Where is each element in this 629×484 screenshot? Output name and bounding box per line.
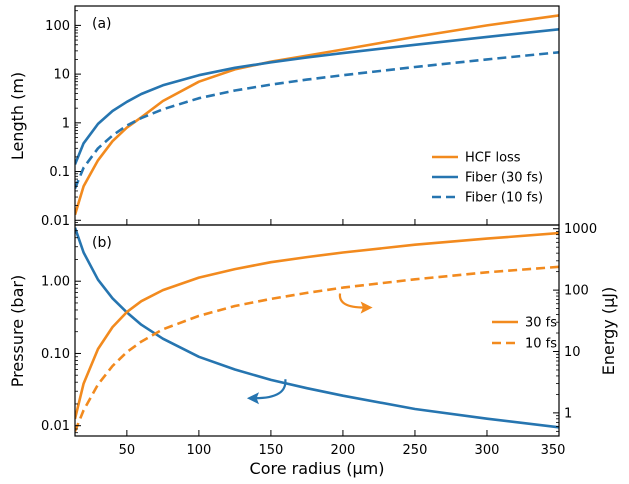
panel-a-ylabel: Length (m)	[8, 72, 27, 160]
panel-b-xtick-label: 150	[258, 443, 283, 458]
panel-b-series	[75, 227, 559, 432]
panel-b-frame	[74, 224, 560, 437]
panel-b-ytick-right-label: 10	[564, 345, 581, 360]
panel-a-legend-label: Fiber (10 fs)	[465, 191, 543, 206]
x-axis-label: Core radius (µm)	[250, 459, 385, 478]
panel-a-ytick-label: 1	[62, 116, 70, 131]
panel-a-series	[75, 14, 559, 216]
annotation-arrow-0	[255, 379, 287, 400]
series-line-b-2	[75, 265, 559, 432]
panel-b-xtick-label: 250	[403, 443, 428, 458]
series-line-b-1	[75, 231, 559, 420]
panel-a-legend-label: Fiber (30 fs)	[465, 171, 543, 186]
series-line-a-0	[75, 14, 559, 216]
series-line-a-2	[75, 51, 559, 189]
annotation-arrow-1	[338, 293, 365, 309]
panel-a-ytick-label: 10	[53, 68, 70, 83]
panel-a-ytick-label: 100	[45, 19, 70, 34]
panel-b-xtick-label: 50	[119, 443, 136, 458]
panel-b-legend-label: 10 fs	[525, 337, 557, 352]
panel-b-legend: 30 fs 10 fs	[492, 316, 557, 352]
panel-b-xtick-label: 350	[541, 443, 566, 458]
panel-b-label: (b)	[92, 235, 112, 251]
panel-a-ytick-label: 0.1	[49, 165, 70, 180]
annotation-arrowhead-1	[360, 301, 373, 314]
panel-a-ticks: 0.01 0.1 1 10 100	[41, 10, 560, 229]
panel-b-ylabel: Pressure (bar)	[8, 275, 27, 387]
panel-b-ytick-label: 0.10	[41, 347, 70, 362]
panel-b-ticks: 0.01 0.10 1.00 1 10 100 1000 50 100 150 200 250 300 3…	[41, 222, 597, 458]
panel-b-annotations	[246, 293, 373, 405]
panel-b-ytick-right-label: 1	[564, 406, 572, 421]
panel-a-legend-label: HCF loss	[465, 151, 521, 166]
panel-b-legend-label: 30 fs	[525, 316, 557, 331]
panel-b-xtick-label: 300	[475, 443, 500, 458]
panel-b-ytick-right-label: 1000	[564, 222, 597, 237]
panel-a-ytick-label: 0.01	[41, 214, 70, 229]
panel-a-legend: HCF loss Fiber (30 fs) Fiber (10 fs)	[432, 151, 543, 206]
panel-a-label: (a)	[92, 16, 112, 32]
annotation-arrowhead-0	[246, 392, 260, 405]
panel-b-ytick-label: 1.00	[41, 275, 70, 290]
panel-a: 0.01 0.1 1 10 100 (a) Length (m) HCF loss Fib…	[8, 5, 560, 229]
panel-b-ytick-right-label: 100	[564, 284, 589, 299]
panel-b-xtick-label: 100	[186, 443, 211, 458]
series-line-b-0	[75, 227, 559, 429]
series-line-a-1	[75, 28, 559, 165]
panel-b-xtick-label: 200	[331, 443, 356, 458]
panel-b-ylabel-right: Energy (µJ)	[599, 287, 618, 375]
panel-b-ytick-label: 0.01	[41, 419, 70, 434]
panel-b: 0.01 0.10 1.00 1 10 100 1000 50 100 150 200 250 300 3…	[8, 222, 618, 478]
